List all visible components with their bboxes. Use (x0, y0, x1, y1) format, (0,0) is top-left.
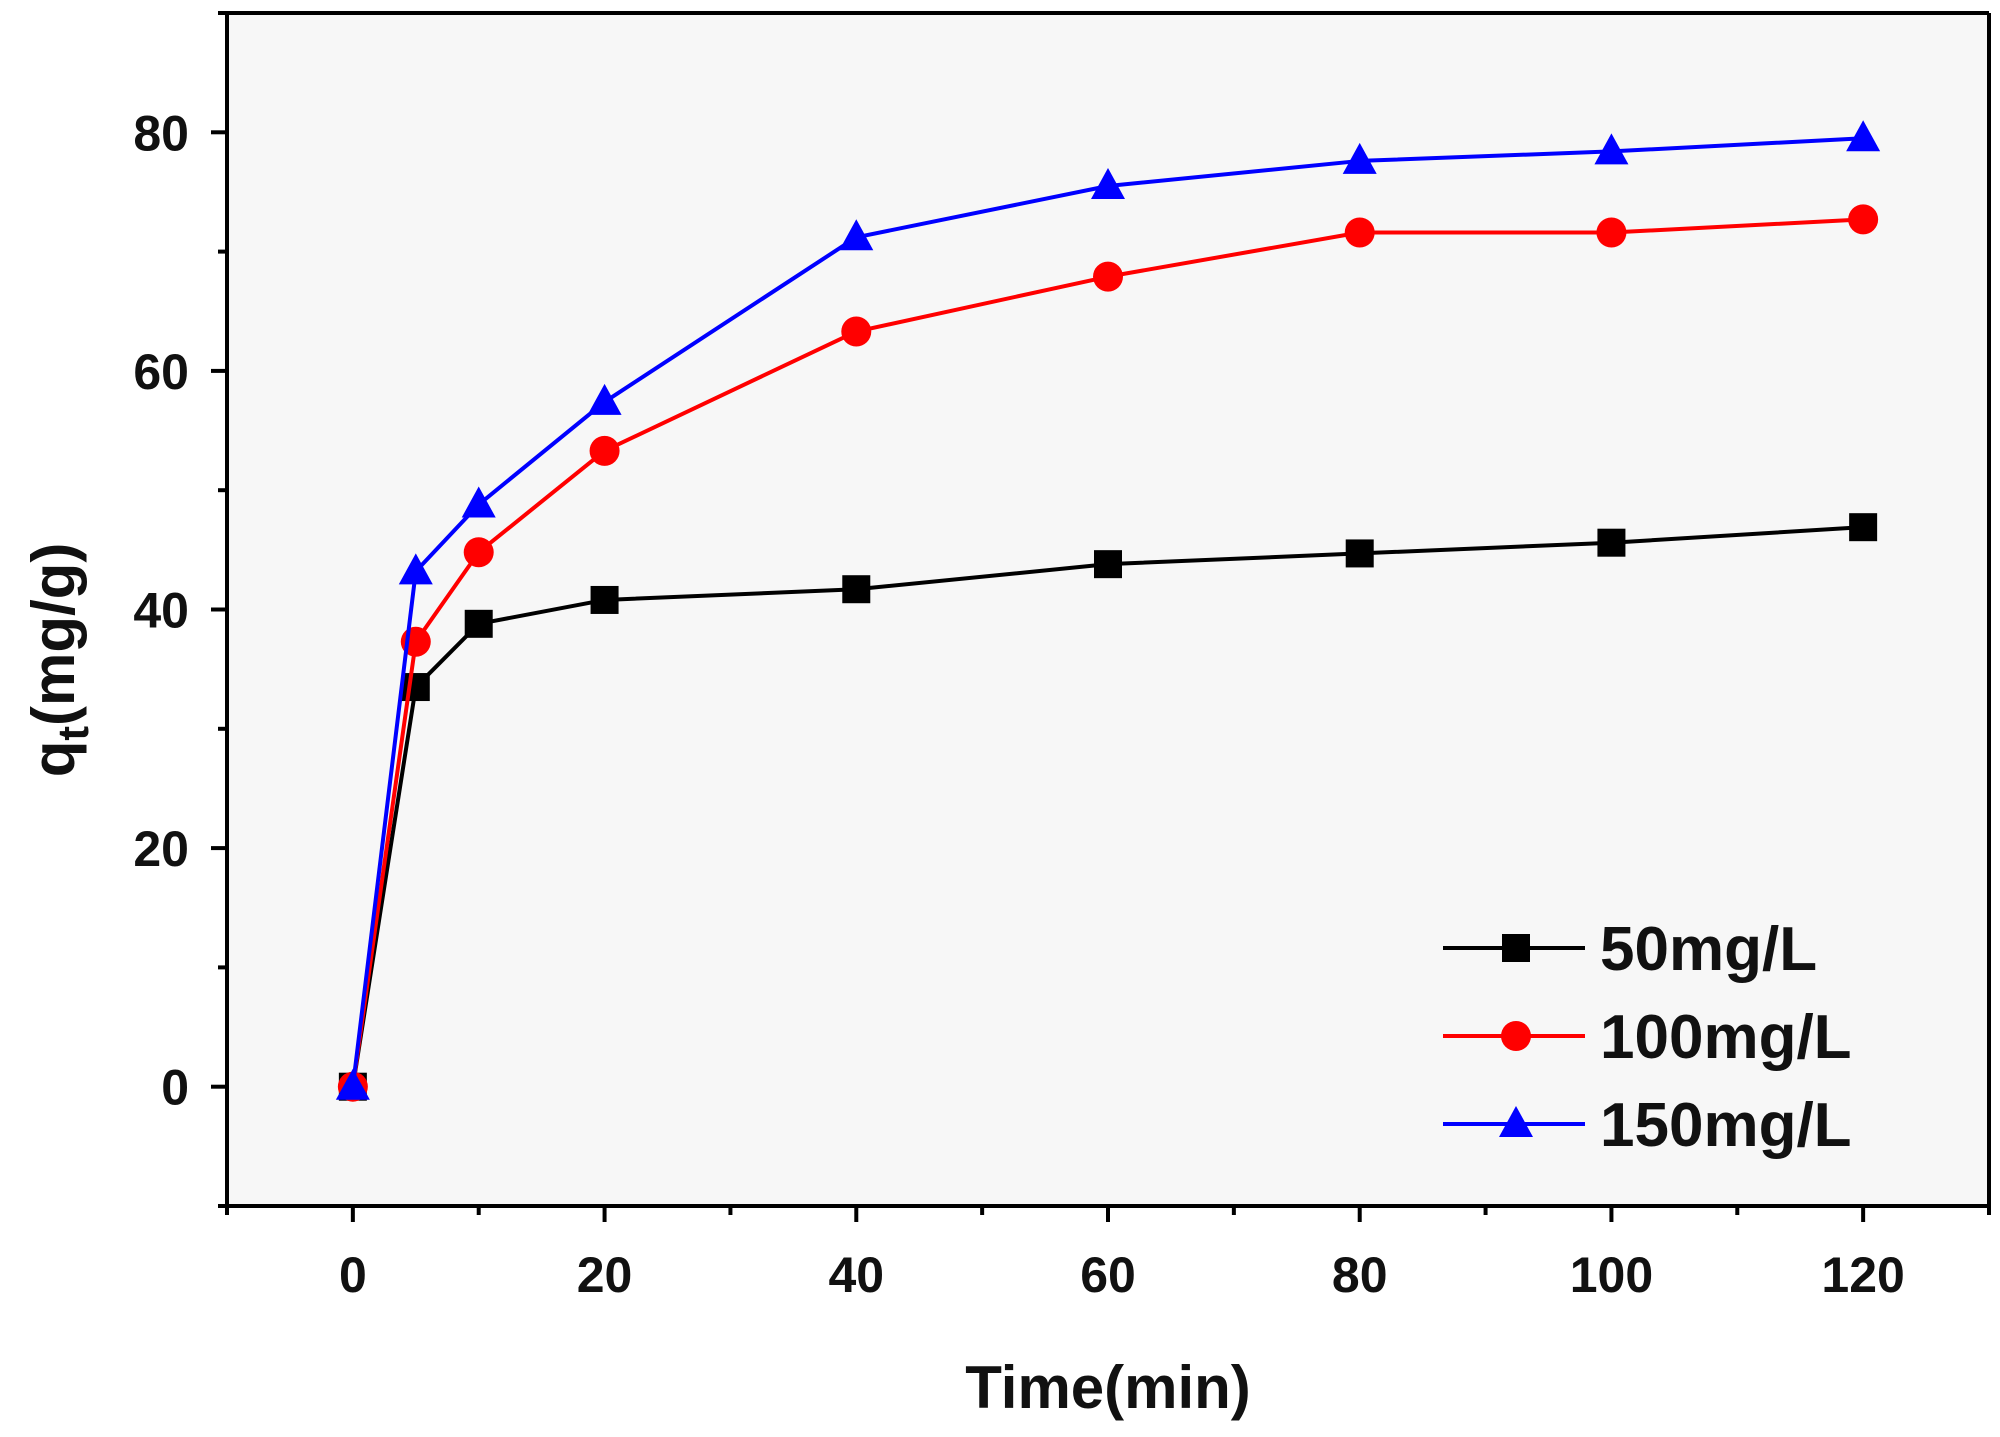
x-tick-label: 80 (1332, 1247, 1388, 1303)
data-point (1597, 528, 1626, 557)
x-tick-label: 20 (577, 1247, 633, 1303)
y-tick-label: 40 (133, 583, 189, 639)
legend-label: 150mg/L (1600, 1091, 1852, 1160)
y-tick-label: 0 (161, 1060, 189, 1116)
y-tick-label: 80 (133, 105, 189, 161)
plot-background (227, 13, 1989, 1206)
x-tick-label: 120 (1821, 1247, 1904, 1303)
data-point (1344, 217, 1375, 248)
legend-marker (1499, 1106, 1533, 1137)
x-tick-label: 0 (339, 1247, 367, 1303)
y-tick-label: 20 (133, 821, 189, 877)
data-point (461, 486, 496, 518)
data-point (839, 219, 874, 251)
data-point (464, 609, 493, 638)
data-point (1594, 133, 1629, 165)
data-point (1596, 217, 1627, 248)
data-point (1849, 513, 1878, 542)
legend-label: 100mg/L (1600, 1003, 1852, 1072)
legend-label: 50mg/L (1600, 915, 1817, 984)
y-tick-label: 60 (133, 344, 189, 400)
data-point (463, 537, 494, 568)
x-axis-title: Time(min) (965, 1354, 1251, 1421)
legend-item: 150mg/L (1443, 1091, 1852, 1160)
y-axis-title-unit: (mg/g) (20, 543, 87, 726)
data-point (1091, 167, 1125, 199)
data-point (842, 575, 871, 604)
data-point (1345, 539, 1374, 568)
data-point (590, 585, 619, 614)
y-axis-title-main: q (20, 741, 87, 778)
x-tick-label: 40 (828, 1247, 884, 1303)
y-axis-title: qt(mg/g) (20, 543, 98, 778)
data-point (335, 1068, 370, 1100)
data-point (1846, 120, 1881, 152)
legend-marker (1502, 934, 1530, 962)
y-axis-title-subscript: t (49, 726, 98, 741)
data-point (1094, 550, 1122, 579)
data-point (589, 435, 620, 466)
legend-marker (1501, 1021, 1531, 1051)
data-point (1093, 261, 1123, 292)
x-tick-label: 100 (1570, 1247, 1653, 1303)
data-point (587, 383, 622, 415)
legend-item: 100mg/L (1443, 1003, 1852, 1072)
legend-item: 50mg/L (1443, 915, 1817, 984)
data-point (398, 553, 433, 585)
data-point (1342, 142, 1377, 174)
series-150mg/L (335, 120, 1881, 1100)
data-point (1848, 204, 1879, 235)
data-point (841, 316, 872, 347)
x-tick-label: 60 (1080, 1247, 1136, 1303)
